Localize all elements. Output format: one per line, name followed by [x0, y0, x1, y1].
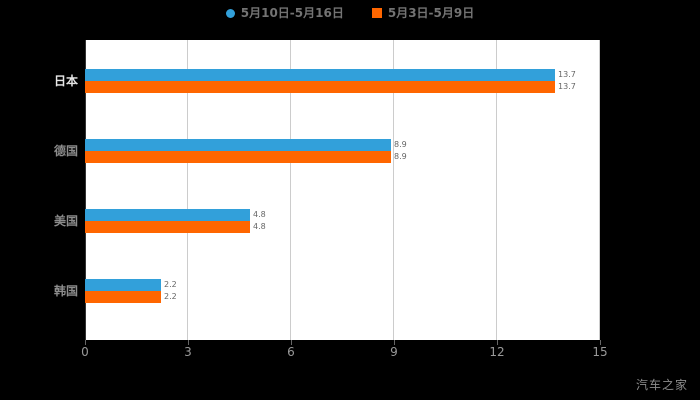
- x-axis-label-9: 9: [390, 345, 398, 359]
- y-axis-label-2: 德国: [53, 144, 78, 158]
- gridline-9: [393, 40, 394, 340]
- x-axis-tick-6: [291, 340, 292, 345]
- x-axis-tick-15: [600, 340, 601, 345]
- bar-value-label: 4.8: [253, 210, 266, 219]
- y-axis-line: [85, 40, 86, 340]
- bar-德国-series2: [85, 151, 391, 163]
- legend-square-marker-icon: [371, 8, 382, 18]
- y-axis-label-1: 日本: [53, 74, 78, 88]
- bar-德国-series1: [85, 139, 391, 151]
- chart-legend: 5月10日-5月16日 5月3日-5月9日: [0, 6, 700, 20]
- x-axis-tick-0: [85, 340, 86, 345]
- x-axis-tick-3: [188, 340, 189, 345]
- bar-美国-series1: [85, 209, 250, 221]
- gridline-15: [599, 40, 600, 340]
- gridline-3: [187, 40, 188, 340]
- bar-韩国-series2: [85, 291, 161, 303]
- bar-value-label: 13.7: [558, 70, 576, 79]
- bar-value-label: 13.7: [558, 82, 576, 91]
- x-axis-label-3: 3: [184, 345, 192, 359]
- bar-value-label: 8.9: [394, 152, 407, 161]
- bar-value-label: 8.9: [394, 140, 407, 149]
- x-axis-tick-9: [394, 340, 395, 345]
- x-axis-label-12: 12: [489, 345, 505, 359]
- x-axis-label-15: 15: [592, 345, 608, 359]
- bar-日本-series1: [85, 69, 555, 81]
- plot-area: 13.7 13.7 8.9 8.9 4.8 4.8 2.2 2.2: [85, 40, 600, 340]
- x-axis-label-6: 6: [287, 345, 295, 359]
- legend-item-may10-16[interactable]: 5月10日-5月16日: [225, 6, 344, 20]
- legend-label-may10-16: 5月10日-5月16日: [240, 6, 344, 20]
- legend-item-may3-9[interactable]: 5月3日-5月9日: [371, 6, 475, 20]
- x-axis-tick-12: [497, 340, 498, 345]
- bar-日本-series2: [85, 81, 555, 93]
- bar-value-label: 4.8: [253, 222, 266, 231]
- bar-value-label: 2.2: [164, 280, 177, 289]
- legend-label-may3-9: 5月3日-5月9日: [387, 6, 475, 20]
- bar-value-label: 2.2: [164, 292, 177, 301]
- legend-circle-marker-icon: [225, 8, 235, 18]
- y-axis-label-4: 韩国: [53, 284, 78, 298]
- y-axis-label-3: 美国: [53, 214, 78, 228]
- bar-美国-series2: [85, 221, 250, 233]
- watermark: 汽车之家: [635, 378, 688, 392]
- gridline-12: [496, 40, 497, 340]
- gridline-6: [290, 40, 291, 340]
- bar-韩国-series1: [85, 279, 161, 291]
- x-axis-label-0: 0: [81, 345, 89, 359]
